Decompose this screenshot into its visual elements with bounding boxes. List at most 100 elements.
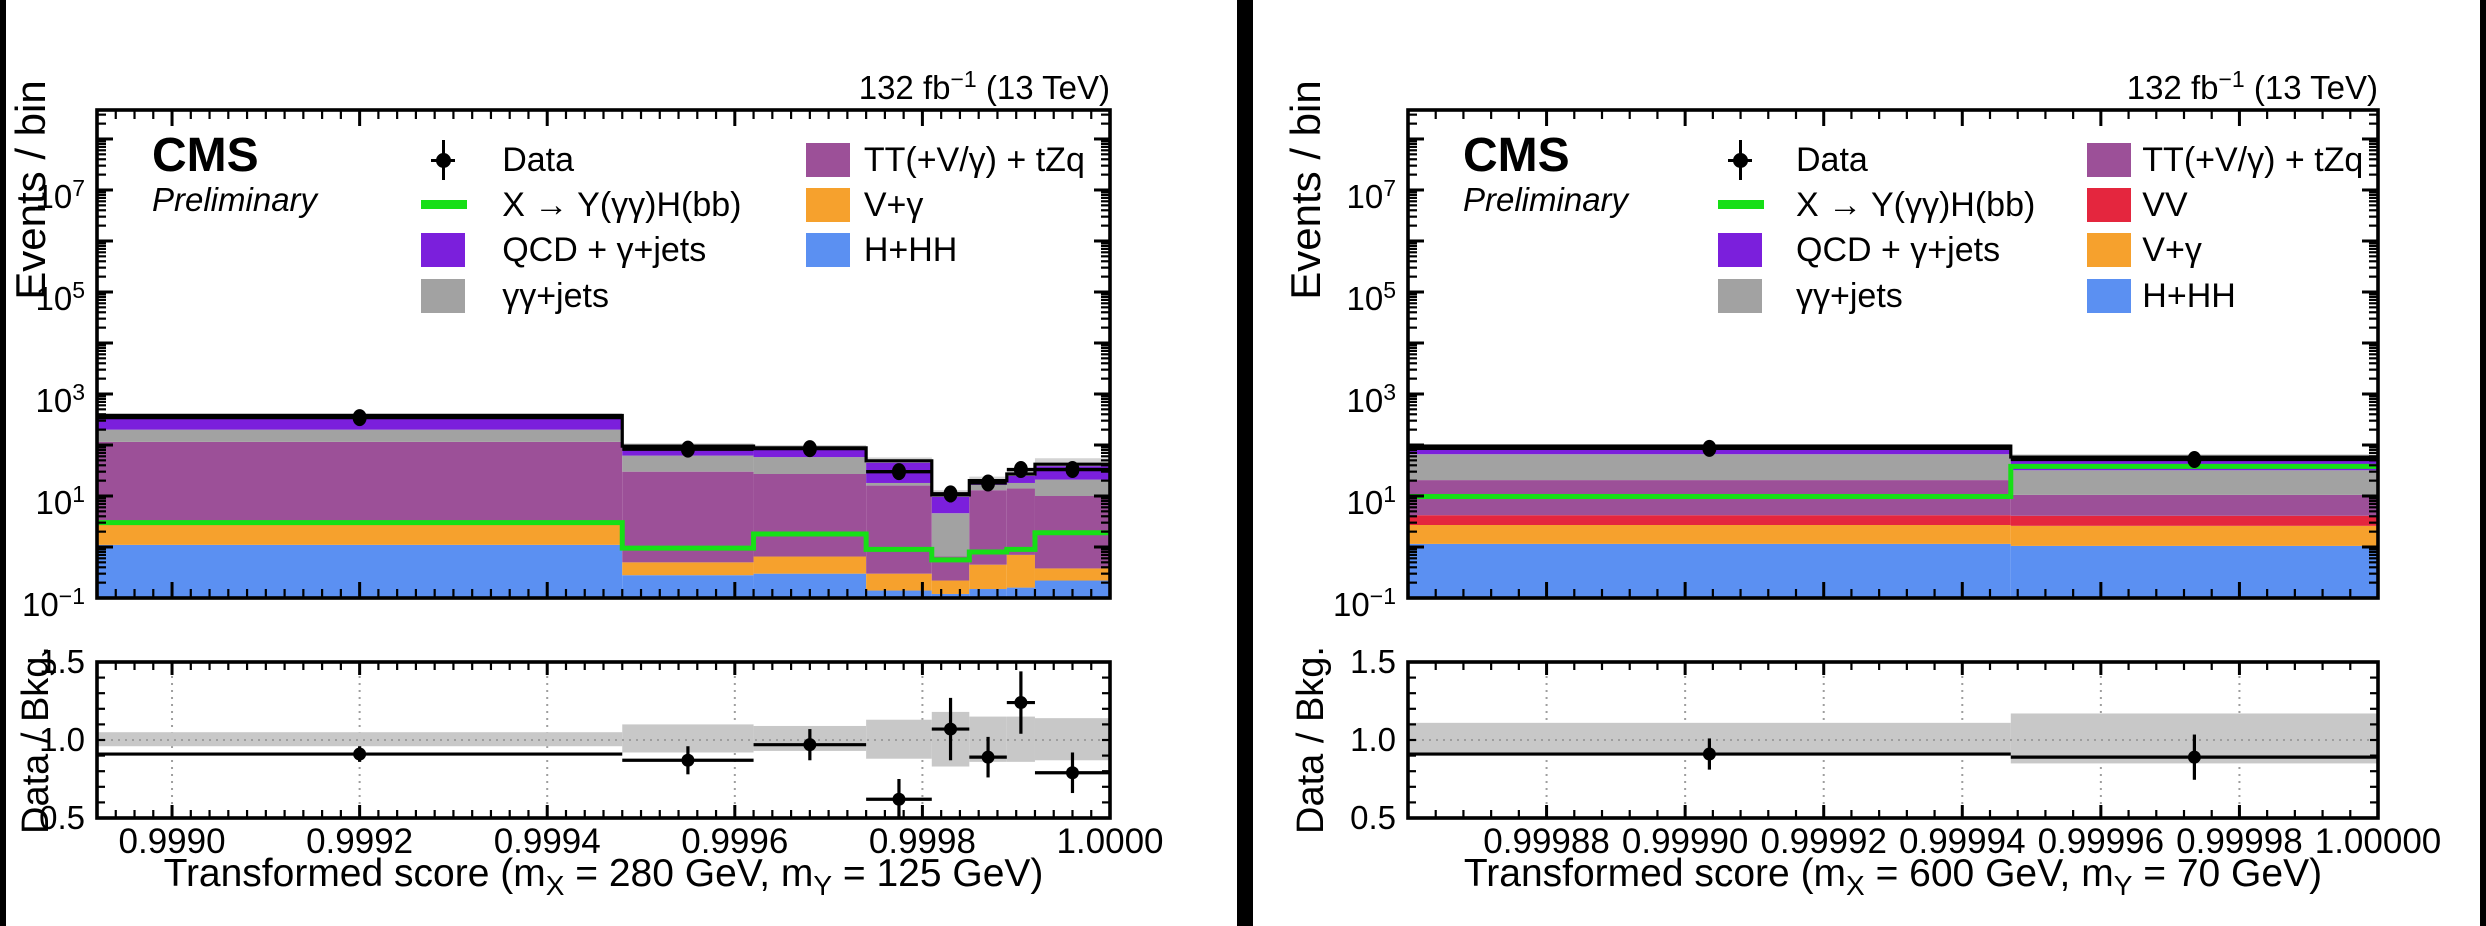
- legend-data-marker-icon: [435, 152, 451, 168]
- ratio-tick-label: 0.5: [1350, 799, 1396, 836]
- stack-layer-vgamma: [753, 556, 867, 574]
- data-point: [2187, 450, 2202, 468]
- stack-layer-tt: [2010, 494, 2378, 516]
- ratio-panel: [97, 662, 1111, 818]
- stack-layer-hhh: [1408, 543, 2011, 598]
- x-tick-label: 0.99996: [2037, 822, 2165, 861]
- ratio-tick-label: 1.5: [1350, 643, 1396, 680]
- ratio-uncertainty-band: [866, 719, 932, 759]
- stack-layer-tt: [97, 441, 623, 521]
- plot-graphics-mx280: [95, 108, 1112, 820]
- axes: [95, 108, 1112, 820]
- legend-label: γγ+jets: [1796, 277, 1903, 315]
- x-tick-label: 0.9996: [681, 822, 789, 861]
- preliminary-label: Preliminary: [1463, 181, 1629, 218]
- ratio-point: [681, 753, 695, 767]
- right-edge-bar: [2480, 0, 2486, 926]
- stack-layer-ggjets: [1408, 454, 2011, 481]
- legend-data-marker-icon: [1732, 152, 1748, 168]
- legend-label: Data: [502, 141, 575, 179]
- stack-layer-vv: [2010, 515, 2378, 526]
- axes: [1406, 108, 2380, 820]
- lumi-sup: −1: [950, 66, 977, 92]
- stack-layer-ggjets: [97, 429, 623, 442]
- data-point: [891, 463, 906, 481]
- plot-graphics-mx600: [1406, 108, 2380, 820]
- lumi-sup: −1: [2218, 66, 2245, 92]
- legend-swatch-vgamma: [2087, 233, 2131, 267]
- legend-swatch-hhh: [2087, 279, 2131, 313]
- legend-swatch-qcd: [1718, 233, 1763, 267]
- y-tick-label: 107: [35, 174, 85, 215]
- stack-layer-vv: [1408, 515, 2011, 525]
- legend-label: H+HH: [2142, 277, 2236, 315]
- legend-label: VV: [2142, 186, 2188, 224]
- stack-layer-ggjets: [931, 513, 970, 557]
- lumi-text: 132 fb: [858, 69, 951, 106]
- x-axis-title: Transformed score (mX = 280 GeV, mY = 12…: [163, 852, 1044, 901]
- ratio-tick-label: 1.0: [1350, 721, 1396, 758]
- x-tick-label: 1.0000: [1056, 822, 1164, 861]
- y-tick-label: 105: [1346, 276, 1396, 317]
- stack-layer-hhh: [622, 575, 754, 598]
- luminosity-label: 132 fb−1 (13 TeV): [1818, 66, 2378, 107]
- ratio-panel: [1408, 662, 2379, 818]
- stack-layer-hhh: [866, 590, 932, 598]
- plot-panel-mx600: 132 fb−1 (13 TeV) CMS Preliminary Events…: [1253, 0, 2486, 926]
- cms-label: CMS: [1463, 129, 1570, 182]
- legend-swatch-vv: [2087, 188, 2131, 222]
- legend-swatch-vgamma: [806, 188, 851, 222]
- y-tick-label: 103: [1346, 378, 1396, 419]
- ratio-tick-label: 1.0: [39, 721, 85, 758]
- legend-label: V+γ: [2142, 231, 2202, 269]
- legend-label: Data: [1796, 141, 1868, 179]
- legend-label: X → Y(γγ)H(bb): [1796, 186, 2036, 224]
- left-edge-bar: [0, 0, 6, 926]
- stack-layer-vgamma: [931, 580, 970, 594]
- ratio-point: [944, 722, 958, 736]
- stack-layer-hhh: [931, 593, 970, 598]
- stack-layer-hhh: [969, 589, 1007, 598]
- ratio-uncertainty-band: [97, 732, 623, 747]
- ratio-tick-label: 0.5: [39, 799, 85, 836]
- stack-layer-vgamma: [969, 564, 1007, 590]
- ratio-point: [353, 747, 367, 761]
- x-tick-label: 0.99994: [1899, 822, 2026, 861]
- data-point: [680, 440, 695, 458]
- x-tick-label: 0.9992: [306, 822, 414, 861]
- data-point: [352, 409, 367, 427]
- lumi-energy: (13 TeV): [2244, 69, 2378, 106]
- legend-swatch-hhh: [806, 233, 851, 267]
- ratio-point: [803, 738, 817, 752]
- data-point: [1013, 461, 1028, 479]
- stack-layer-ggjets: [753, 457, 867, 474]
- lumi-text: 132 fb: [2126, 69, 2219, 106]
- stack-layer-vgamma: [1408, 524, 2011, 544]
- legend-swatch-ggjets: [1718, 279, 1763, 313]
- stack-layer-qcd: [1006, 473, 1035, 483]
- legend-label: H+HH: [863, 231, 958, 269]
- signal-line: [97, 520, 1110, 563]
- x-tick-label: 0.99990: [1621, 822, 1749, 861]
- cms-label: CMS: [152, 129, 259, 182]
- ratio-point: [981, 750, 995, 764]
- x-tick-label: 1.00000: [2314, 822, 2442, 861]
- stack-layer-ggjets: [2010, 470, 2378, 495]
- legend-signal-line-icon: [1718, 200, 1765, 209]
- y-tick-label: 107: [1346, 174, 1396, 215]
- legend-label: QCD + γ+jets: [1796, 231, 2001, 269]
- legend-swatch-tt: [2087, 143, 2131, 177]
- x-tick-label: 0.9990: [118, 822, 226, 861]
- stack-layer-qcd: [931, 494, 970, 514]
- center-divider-bar: [1237, 0, 1253, 926]
- stack-layer-vgamma: [2010, 525, 2378, 546]
- y-tick-label: 10−1: [1333, 583, 1396, 623]
- stack-layer-tt: [931, 556, 970, 581]
- preliminary-label: Preliminary: [152, 181, 318, 218]
- legend-label: QCD + γ+jets: [502, 231, 707, 269]
- y-tick-label: 105: [35, 276, 85, 317]
- ratio-point: [2187, 750, 2201, 764]
- x-tick-label: 0.9998: [868, 822, 976, 861]
- legend-swatch-tt: [806, 143, 851, 177]
- data-point: [1702, 439, 1717, 457]
